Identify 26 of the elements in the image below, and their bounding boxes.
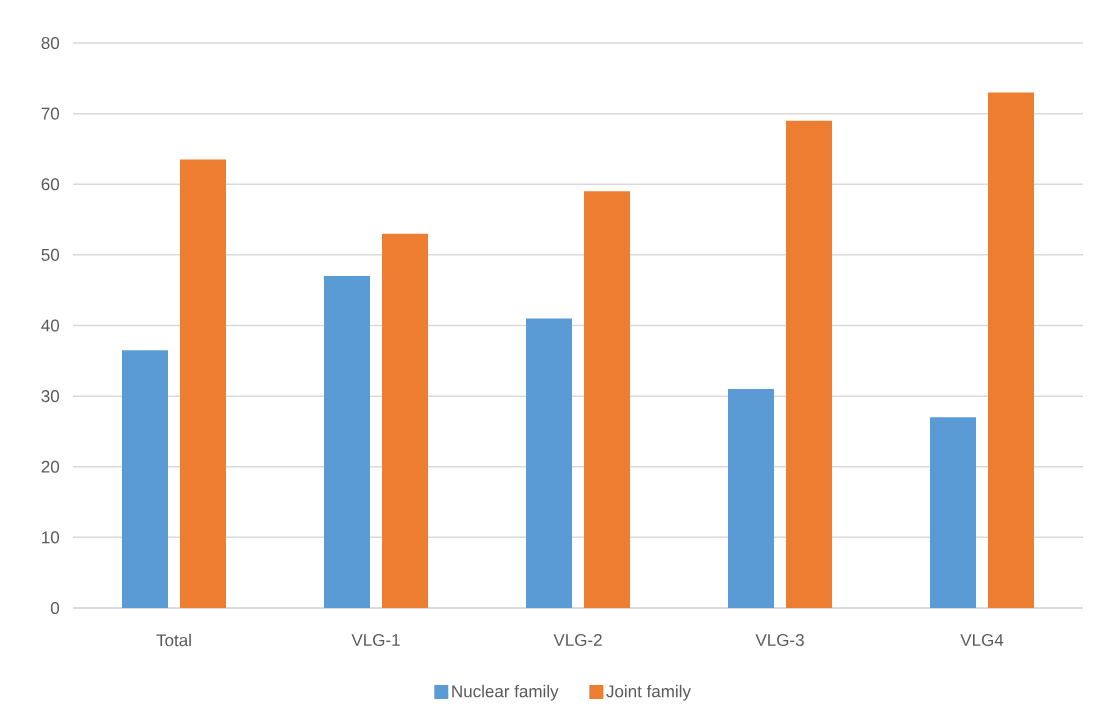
bar: [584, 191, 631, 608]
bar: [988, 92, 1035, 608]
bar: [382, 233, 429, 608]
y-tick-label: 50: [41, 248, 60, 261]
bar: [786, 120, 833, 608]
y-tick-label: 10: [42, 531, 60, 544]
x-tick-label: VLG-1: [351, 633, 400, 647]
x-tick-label: Total: [156, 633, 191, 647]
bar: [122, 350, 168, 608]
bar: [930, 417, 977, 608]
y-tick-label: 30: [41, 390, 60, 403]
legend-label: Joint family: [606, 684, 691, 701]
bar: [526, 318, 573, 608]
y-tick-label: 60: [41, 178, 60, 191]
x-tick-label: VLG-2: [553, 633, 602, 647]
y-tick-label: 40: [41, 319, 60, 332]
x-tick-label: VLG-3: [755, 633, 804, 647]
x-tick-label: VLG4: [960, 633, 1004, 647]
y-tick-label: 80: [41, 36, 60, 50]
bar: [728, 389, 775, 608]
y-tick-label: 0: [50, 601, 60, 615]
bar: [324, 276, 370, 608]
bar: [180, 159, 226, 608]
y-tick-label: 70: [41, 107, 60, 120]
y-tick-label: 20: [41, 460, 60, 473]
legend-label: Nuclear family: [452, 684, 559, 701]
